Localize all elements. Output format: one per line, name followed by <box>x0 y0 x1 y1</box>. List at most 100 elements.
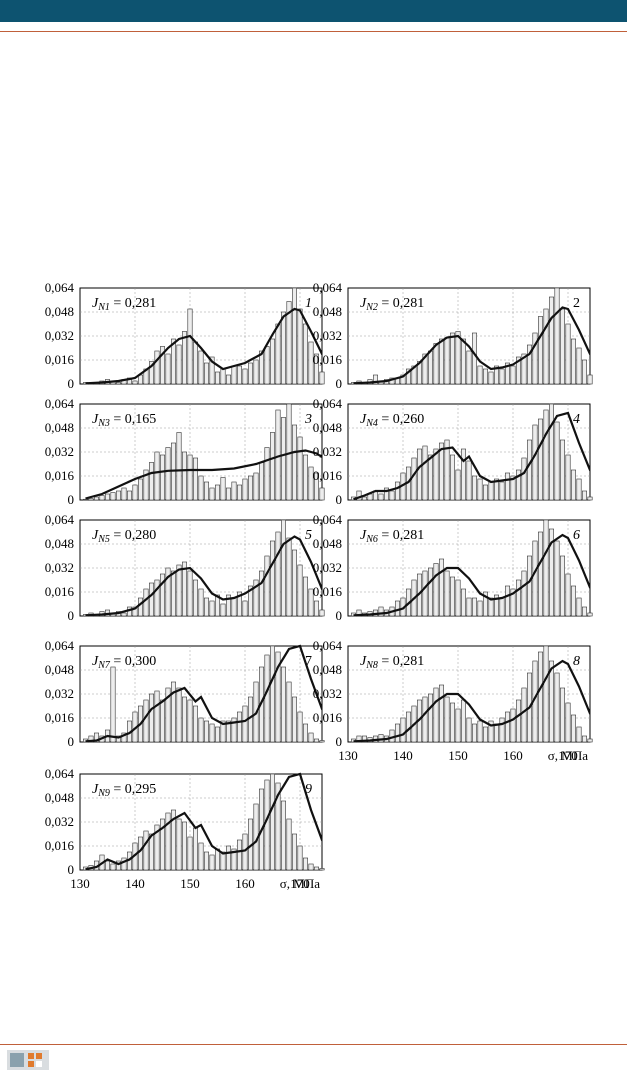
chart-panel-3: 0,064 0,048 0,032 0,016 0 JN3 = 0,165 3 <box>45 396 325 507</box>
histogram-bar <box>281 417 287 501</box>
histogram-bar <box>231 365 237 385</box>
x-tick-label: 140 <box>393 748 413 763</box>
histogram-bar <box>422 353 428 385</box>
histogram-bar <box>226 594 232 617</box>
density-curve <box>353 533 590 616</box>
histogram-bar <box>160 699 166 743</box>
y-tick-label: 0,016 <box>313 468 343 483</box>
y-tick-label: 0,048 <box>313 536 342 551</box>
histogram-bar <box>444 337 450 385</box>
panel-index-label: JN2 = 0,281 <box>360 296 424 313</box>
y-tick-label: 0,064 <box>313 638 343 653</box>
histogram-bar <box>215 484 221 501</box>
histogram-bar <box>297 711 303 743</box>
y-tick-label: 0,048 <box>45 304 74 319</box>
histogram-bar <box>160 573 166 617</box>
panel-number: 9 <box>305 782 312 797</box>
histogram-bar <box>554 672 560 743</box>
histogram-bar <box>281 519 287 617</box>
histogram-bar <box>411 457 417 501</box>
histogram-bar <box>160 818 166 871</box>
histogram-bar <box>292 549 298 617</box>
y-tick-label: 0,016 <box>45 710 75 725</box>
histogram-bar <box>527 344 533 385</box>
histogram-bar <box>121 857 127 871</box>
histogram-bar <box>171 681 177 743</box>
histogram-bar <box>137 597 143 617</box>
histogram-bar <box>560 439 566 501</box>
panel-index-label: JN8 = 0,281 <box>360 654 424 671</box>
histogram-bar <box>165 567 171 617</box>
histogram-bar <box>510 475 516 501</box>
histogram-bar <box>88 498 94 501</box>
density-curve <box>353 659 590 742</box>
y-tick-label: 0,064 <box>45 280 75 295</box>
histogram-bar <box>94 732 100 743</box>
histogram-bar <box>171 809 177 871</box>
histogram-bar <box>193 827 199 871</box>
histogram-bar <box>576 347 582 385</box>
panel-index-label: JN4 = 0,260 <box>360 412 424 429</box>
histogram-bar <box>560 555 566 617</box>
histogram-bar <box>104 493 110 501</box>
histogram-bar <box>582 606 588 617</box>
histogram-bar <box>242 833 248 871</box>
panel-index-label: JN1 = 0,281 <box>92 296 156 313</box>
publisher-logo-icon <box>7 1050 49 1070</box>
histogram-bar <box>220 477 226 501</box>
panel-index-label: JN5 = 0,280 <box>92 528 156 545</box>
histogram-bar <box>154 579 160 617</box>
panel-number: 3 <box>304 412 312 427</box>
histogram-bar <box>319 740 325 743</box>
histogram-bar <box>571 714 577 743</box>
histogram-bar <box>264 346 270 385</box>
histogram-bar <box>505 362 511 385</box>
y-tick-label: 0 <box>336 608 343 623</box>
histogram-bar <box>193 579 199 617</box>
panel-index-label: JN9 = 0,295 <box>92 782 156 799</box>
density-curve <box>85 644 322 742</box>
histogram-bar <box>439 442 445 501</box>
histogram-bar <box>132 380 138 385</box>
histogram-bar <box>433 563 439 617</box>
panel-number: 6 <box>573 528 580 543</box>
histogram-bar <box>472 332 478 385</box>
histogram-bar <box>270 338 276 385</box>
histogram-bar <box>154 690 160 743</box>
y-tick-label: 0,048 <box>45 790 74 805</box>
histogram-bar <box>314 472 320 501</box>
x-axis-label: σ, МПа <box>548 748 588 763</box>
histogram-bar <box>308 466 314 501</box>
histogram-bar <box>576 597 582 617</box>
histogram-bar <box>204 362 210 385</box>
x-tick-label: 130 <box>70 876 90 891</box>
histogram-bar <box>121 487 127 501</box>
histogram-bar <box>450 576 456 617</box>
histogram-bar <box>209 723 215 743</box>
histogram-bar <box>378 734 384 743</box>
histogram-bar <box>160 454 166 501</box>
histogram-bar <box>226 720 232 743</box>
x-axis-label: σ, МПа <box>280 876 320 891</box>
density-curve <box>353 411 590 500</box>
density-curve <box>85 772 322 870</box>
histogram-bar <box>314 600 320 617</box>
histogram-bar <box>220 603 226 617</box>
histogram-bar <box>253 472 259 501</box>
histogram-bar <box>248 362 254 385</box>
histogram-bar <box>516 469 522 501</box>
histogram-bar <box>259 462 265 501</box>
y-tick-label: 0,064 <box>313 396 343 411</box>
y-tick-label: 0 <box>68 608 75 623</box>
y-tick-label: 0,032 <box>313 444 342 459</box>
histogram-bar <box>137 478 143 501</box>
histogram-bar <box>220 851 226 871</box>
histogram-bar <box>450 702 456 743</box>
histogram-bar <box>110 492 116 501</box>
histogram-bar <box>510 708 516 743</box>
histogram-bar <box>483 591 489 617</box>
histogram-bar <box>472 723 478 743</box>
histogram-bar <box>275 651 281 743</box>
panel-number: 5 <box>305 528 312 543</box>
histogram-bar <box>319 487 325 501</box>
